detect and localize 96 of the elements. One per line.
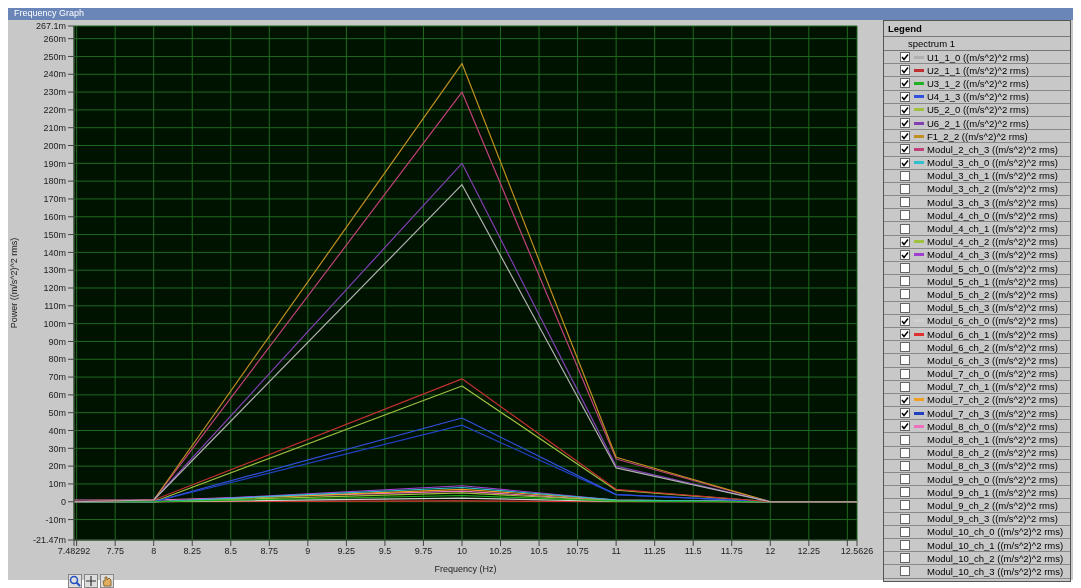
x-tick-label: 10.75 — [566, 546, 589, 557]
legend-label: Modul_8_ch_3 ((m/s^2)^2 rms) — [927, 460, 1059, 472]
legend-label: Modul_8_ch_0 ((m/s^2)^2 rms) — [927, 420, 1059, 432]
legend-label: Modul_4_ch_3 ((m/s^2)^2 rms) — [927, 249, 1059, 261]
y-tick-label: 170m — [43, 194, 66, 205]
x-tick-label: 7.48292 — [57, 546, 91, 557]
y-tick-label: 90m — [48, 336, 66, 347]
y-tick-label: 150m — [43, 229, 66, 240]
x-tick-label: 7.75 — [106, 546, 124, 557]
legend-label: Modul_7_ch_2 ((m/s^2)^2 rms) — [927, 394, 1059, 406]
legend-label: Modul_9_ch_3 ((m/s^2)^2 rms) — [927, 513, 1059, 525]
x-tick-label: 9 — [305, 546, 311, 557]
chart-title: Frequency Graph — [8, 8, 1073, 20]
x-tick-label: 12.5626 — [840, 546, 874, 557]
legend-label: Modul_7_ch_0 ((m/s^2)^2 rms) — [927, 368, 1059, 380]
legend-label: Modul_8_ch_2 ((m/s^2)^2 rms) — [927, 447, 1059, 459]
x-axis-title: Frequency (Hz) — [434, 564, 497, 574]
legend-label: Modul_5_ch_1 ((m/s^2)^2 rms) — [927, 275, 1059, 287]
y-tick-label: 40m — [48, 425, 66, 436]
legend-label: Modul_4_ch_2 ((m/s^2)^2 rms) — [927, 236, 1059, 248]
legend-label: Modul_3_ch_2 ((m/s^2)^2 rms) — [927, 183, 1059, 195]
legend-label: Modul_9_ch_2 ((m/s^2)^2 rms) — [927, 499, 1059, 511]
y-tick-label: 140m — [43, 247, 66, 258]
x-tick-label: 10.5 — [530, 546, 548, 557]
legend-label: Modul_10_ch_2 ((m/s^2)^2 rms) — [927, 552, 1065, 564]
x-tick-label: 12.25 — [797, 546, 821, 557]
legend-label: U2_1_1 ((m/s^2)^2 rms) — [927, 64, 1030, 76]
x-tick-label: 11.5 — [684, 546, 702, 557]
legend-label: U1_1_0 ((m/s^2)^2 rms) — [927, 51, 1030, 63]
legend-label: Modul_10_ch_1 ((m/s^2)^2 rms) — [927, 539, 1065, 551]
legend-label: U5_2_0 ((m/s^2)^2 rms) — [927, 104, 1030, 116]
legend-label: Modul_10_ch_0 ((m/s^2)^2 rms) — [927, 526, 1065, 538]
legend-label: Modul_2_ch_3 ((m/s^2)^2 rms) — [927, 143, 1059, 155]
y-tick-label: 267.1m — [35, 21, 66, 32]
x-tick-label: 11 — [611, 546, 621, 557]
x-tick-label: 10 — [456, 546, 467, 557]
y-tick-label: 20m — [48, 461, 66, 472]
y-tick-label: 190m — [43, 158, 66, 169]
x-tick-label: 10.25 — [489, 546, 512, 557]
y-tick-label: 120m — [43, 283, 66, 294]
y-tick-label: 50m — [48, 407, 66, 418]
legend-label: Modul_9_ch_0 ((m/s^2)^2 rms) — [927, 473, 1059, 485]
legend-label: Modul_6_ch_2 ((m/s^2)^2 rms) — [927, 341, 1059, 353]
x-tick-label: 8.25 — [183, 546, 202, 557]
x-tick-label: 9.5 — [378, 546, 392, 557]
y-tick-label: 0 — [60, 496, 66, 507]
y-tick-label: 220m — [43, 105, 66, 116]
y-tick-label: 30m — [48, 443, 66, 454]
legend-label: F1_2_2 ((m/s^2)^2 rms) — [927, 130, 1029, 142]
x-tick-label: 8.75 — [260, 546, 279, 557]
y-tick-label: -21.47m — [32, 535, 66, 546]
y-tick-label: 110m — [44, 301, 66, 312]
legend-label: Modul_6_ch_3 ((m/s^2)^2 rms) — [927, 354, 1059, 366]
legend-label: Modul_5_ch_3 ((m/s^2)^2 rms) — [927, 302, 1059, 314]
legend-label: Modul_4_ch_1 ((m/s^2)^2 rms) — [927, 223, 1059, 235]
y-tick-label: 200m — [43, 140, 66, 151]
y-tick-label: 60m — [48, 390, 66, 401]
y-tick-label: 230m — [43, 87, 66, 98]
legend-label: Modul_8_ch_1 ((m/s^2)^2 rms) — [927, 434, 1059, 446]
x-tick-label: 11.75 — [720, 546, 743, 557]
legend-label: Modul_6_ch_0 ((m/s^2)^2 rms) — [927, 315, 1059, 327]
legend-label: Modul_10_ch_3 ((m/s^2)^2 rms) — [927, 565, 1065, 577]
legend-title: Legend — [884, 21, 1070, 37]
x-tick-label: 8.5 — [224, 546, 238, 557]
legend-label: U6_2_1 ((m/s^2)^2 rms) — [927, 117, 1030, 129]
legend-label: U3_1_2 ((m/s^2)^2 rms) — [927, 77, 1030, 89]
legend-label: Modul_5_ch_2 ((m/s^2)^2 rms) — [927, 288, 1059, 300]
legend-label: Modul_3_ch_0 ((m/s^2)^2 rms) — [927, 157, 1059, 169]
text: spectrum 1 — [884, 37, 1070, 51]
y-tick-label: 80m — [48, 354, 66, 365]
x-tick-label: 9.75 — [414, 546, 433, 557]
y-tick-label: 10m — [48, 479, 66, 490]
y-tick-label: -10m — [45, 514, 66, 525]
y-tick-label: 240m — [43, 69, 66, 80]
y-tick-label: 130m — [43, 265, 66, 276]
legend-label: Modul_9_ch_1 ((m/s^2)^2 rms) — [927, 486, 1059, 498]
legend-label: Modul_3_ch_3 ((m/s^2)^2 rms) — [927, 196, 1059, 208]
y-tick-label: 210m — [43, 122, 66, 133]
x-tick-label: 9.25 — [337, 546, 356, 557]
x-tick-label: 12 — [765, 546, 776, 557]
legend-label: Modul_3_ch_1 ((m/s^2)^2 rms) — [927, 170, 1059, 182]
y-tick-label: 250m — [43, 51, 66, 62]
legend-label: Modul_6_ch_1 ((m/s^2)^2 rms) — [927, 328, 1059, 340]
legend-label: Modul_5_ch_0 ((m/s^2)^2 rms) — [927, 262, 1059, 274]
x-tick-label: 11.25 — [643, 546, 666, 557]
y-tick-label: 160m — [43, 211, 66, 222]
y-tick-label: 70m — [48, 372, 66, 383]
legend-label: U4_1_3 ((m/s^2)^2 rms) — [927, 91, 1030, 103]
x-tick-label: 8 — [151, 546, 157, 557]
legend-label: Modul_4_ch_0 ((m/s^2)^2 rms) — [927, 209, 1059, 221]
y-tick-label: 260m — [43, 33, 66, 44]
y-tick-label: 100m — [43, 318, 66, 329]
legend-label: Modul_7_ch_1 ((m/s^2)^2 rms) — [927, 381, 1059, 393]
y-axis-title: Power ((m/s^2)^2 rms) — [9, 237, 20, 329]
y-tick-label: 180m — [43, 176, 66, 187]
legend-label: Modul_7_ch_3 ((m/s^2)^2 rms) — [927, 407, 1059, 419]
